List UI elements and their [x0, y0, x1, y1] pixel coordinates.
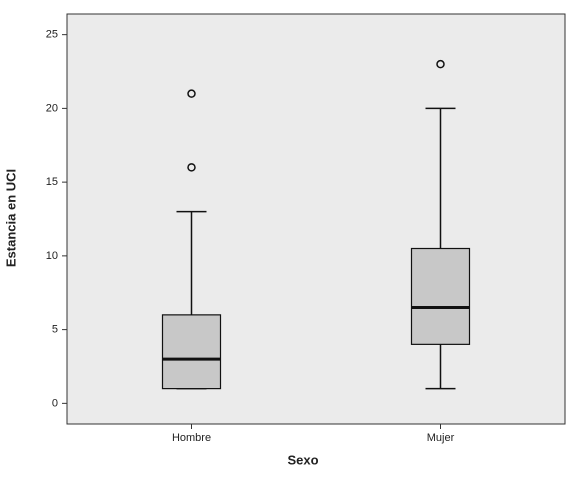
y-tick-label: 5	[52, 324, 58, 336]
x-tick-label: Hombre	[172, 432, 211, 444]
box	[161, 314, 222, 390]
y-tick-label: 20	[46, 102, 58, 114]
box	[410, 247, 471, 345]
outlier	[187, 163, 196, 172]
plot-area	[66, 13, 566, 425]
outlier	[436, 59, 445, 69]
y-axis-title: Estancia en UCI	[3, 169, 18, 267]
outlier	[187, 89, 196, 98]
x-axis-title: Sexo	[287, 452, 318, 467]
y-tick-label: 10	[46, 250, 58, 262]
x-tick-label: Mujer	[427, 432, 455, 444]
y-tick-label: 25	[46, 29, 58, 41]
y-tick-label: 0	[52, 397, 58, 409]
y-tick-label: 15	[46, 176, 58, 188]
